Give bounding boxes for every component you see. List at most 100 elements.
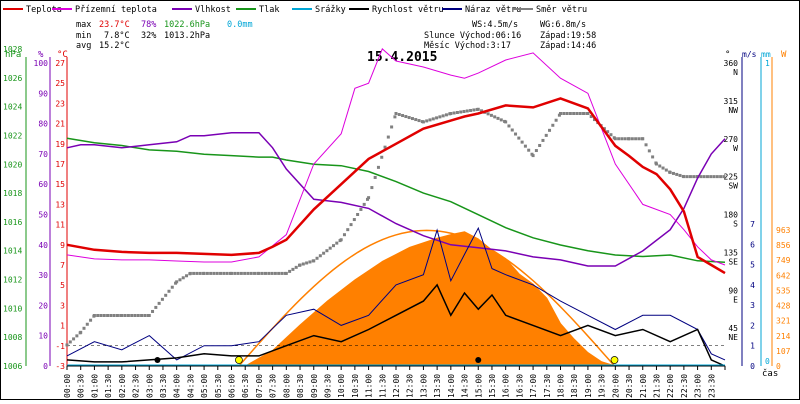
- wind-direction-point: [239, 271, 243, 275]
- wind-direction-point: [462, 109, 466, 113]
- wind-direction-point: [668, 170, 672, 174]
- temp-tick-label: 23: [55, 99, 65, 108]
- wind-speed-line: [66, 283, 726, 367]
- wind-direction-point: [410, 117, 414, 121]
- wind-direction-point: [89, 318, 93, 322]
- time-tick-label: 21:00: [639, 374, 648, 398]
- time-tick-label: 16:00: [502, 374, 511, 398]
- time-tick-label: 15:00: [474, 374, 483, 398]
- wind-direction-point: [531, 154, 535, 158]
- wind-tick-label: 1: [750, 342, 755, 351]
- wind-direction-point: [188, 271, 192, 275]
- wind-direction-point: [362, 202, 366, 206]
- wind-direction-point: [75, 334, 79, 338]
- time-tick-label: 07:00: [255, 374, 264, 398]
- legend-label: Přízemní teplota: [75, 5, 157, 15]
- time-tick-label: 01:30: [104, 374, 113, 398]
- wind-direction-point: [504, 120, 508, 124]
- wind-tick-label: 4: [750, 281, 755, 290]
- wind-direction-point: [185, 274, 189, 278]
- time-tick-label: 00:00: [63, 374, 72, 398]
- wind-direction-point: [417, 119, 421, 123]
- solar-tick-label: 214: [776, 332, 791, 341]
- temp-tick-label: 7: [60, 261, 65, 270]
- humidity-tick-label: 100: [34, 59, 49, 68]
- legend-label: Vlhkost: [195, 5, 231, 15]
- wind-direction-point: [499, 118, 503, 122]
- wind-direction-point: [263, 271, 267, 275]
- wind-direction-point: [225, 271, 229, 275]
- temp-tick-label: 1: [60, 322, 65, 331]
- time-tick-label: 19:00: [584, 374, 593, 398]
- ground-temperature-line: [66, 48, 726, 266]
- hpa-tick-label: 1028: [3, 45, 22, 54]
- wind-direction-point: [85, 322, 89, 326]
- wind-direction-point: [617, 137, 621, 141]
- wind-direction-point: [671, 171, 675, 175]
- wind-direction-point: [126, 314, 130, 317]
- wind-direction-point: [170, 285, 174, 289]
- direction-compass-label: E: [733, 295, 738, 304]
- moon-set-info: Západ:14:46: [540, 41, 596, 51]
- time-tick-label: 23:00: [694, 374, 703, 398]
- direction-compass-label: NW: [728, 106, 738, 115]
- wind-direction-point: [647, 149, 651, 153]
- time-tick-label: 13:00: [419, 374, 428, 398]
- legend-label: Tlak: [259, 5, 279, 15]
- wind-direction-point: [606, 130, 610, 134]
- wind-direction-point: [575, 112, 579, 115]
- wind-direction-point: [253, 271, 257, 275]
- direction-compass-label: N: [733, 68, 738, 77]
- wind-direction-point: [554, 118, 558, 122]
- sun-rise-info: Slunce Východ:06:16: [424, 31, 521, 41]
- axis-unit-degrees: °: [725, 50, 730, 60]
- wind-direction-point: [288, 269, 292, 273]
- wind-direction-point: [559, 112, 562, 115]
- temp-tick-label: 5: [60, 281, 65, 290]
- wind-direction-point: [541, 138, 545, 142]
- wind-direction-point: [620, 137, 624, 141]
- wind-direction-point: [562, 112, 566, 115]
- wind-direction-point: [651, 155, 655, 159]
- time-tick-label: 22:30: [680, 374, 689, 398]
- time-tick-label: 23:30: [707, 374, 716, 398]
- wind-direction-point: [548, 128, 552, 132]
- axis-unit-ms: m/s: [742, 50, 757, 59]
- wind-direction-point: [705, 175, 709, 179]
- time-tick-label: 18:30: [570, 374, 579, 398]
- wind-direction-point: [578, 112, 582, 115]
- pressure-line: [66, 137, 726, 264]
- time-tick-label: 00:30: [77, 374, 86, 398]
- wind-direction-point: [572, 112, 576, 115]
- wind-direction-point: [452, 111, 456, 115]
- wind-direction-point: [335, 241, 339, 245]
- hpa-tick-label: 1026: [3, 74, 22, 83]
- time-tick-label: 03:30: [159, 374, 168, 398]
- wind-direction-point: [136, 314, 140, 317]
- wind-direction-point: [109, 314, 113, 317]
- wind-direction-point: [205, 271, 209, 275]
- direction-compass-label: NE: [728, 333, 738, 342]
- wind-direction-point: [565, 112, 569, 115]
- temp-tick-label: 3: [60, 301, 65, 310]
- wind-direction-point: [352, 218, 356, 222]
- humidity-tick-label: 80: [38, 120, 48, 129]
- wind-gust-line: [66, 226, 726, 361]
- wind-direction-point: [198, 271, 202, 275]
- marker-layer: [154, 356, 619, 364]
- wind-tick-label: 2: [750, 321, 755, 330]
- legend-label: Směr větru: [536, 5, 587, 15]
- wind-direction-point: [175, 280, 179, 284]
- time-tick-label: 12:30: [406, 374, 415, 398]
- wind-direction-point: [551, 123, 555, 127]
- sun-set-info: Západ:19:58: [540, 31, 596, 41]
- temp-tick-label: 21: [55, 120, 65, 129]
- solar-tick-label: 428: [776, 302, 791, 311]
- moonset-marker: [475, 357, 482, 363]
- wind-direction-point: [215, 271, 219, 275]
- wind-direction-point: [658, 164, 662, 168]
- wind-direction-point: [722, 175, 726, 179]
- plot-grid: [66, 345, 726, 370]
- astro-block: WS:4.5m/s WG:6.8m/s Slunce Východ:06:16 …: [424, 20, 596, 51]
